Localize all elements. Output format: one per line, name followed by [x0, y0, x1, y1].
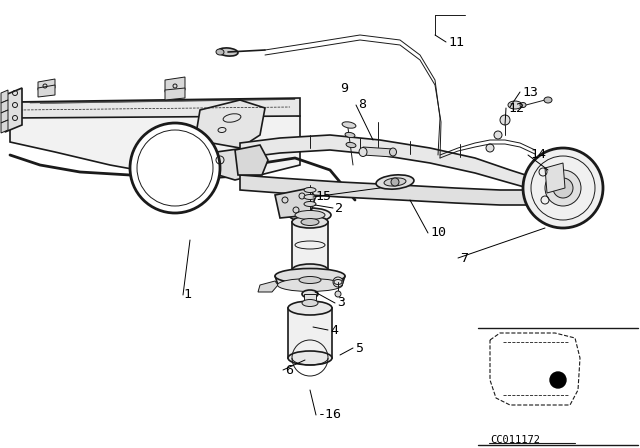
Circle shape — [486, 144, 494, 152]
Polygon shape — [304, 294, 316, 303]
Polygon shape — [10, 98, 300, 118]
Ellipse shape — [346, 142, 356, 147]
Polygon shape — [195, 148, 260, 180]
Circle shape — [333, 277, 343, 287]
Circle shape — [130, 123, 220, 213]
Polygon shape — [195, 100, 265, 148]
Ellipse shape — [292, 264, 328, 276]
Ellipse shape — [218, 48, 238, 56]
Text: 10: 10 — [430, 227, 446, 240]
Ellipse shape — [292, 216, 328, 228]
Circle shape — [494, 131, 502, 139]
Text: 8: 8 — [358, 99, 366, 112]
Text: 11: 11 — [448, 35, 464, 48]
Polygon shape — [235, 145, 268, 175]
Ellipse shape — [342, 122, 356, 128]
Polygon shape — [165, 88, 185, 100]
Polygon shape — [545, 163, 565, 193]
Ellipse shape — [275, 268, 345, 284]
Ellipse shape — [304, 188, 316, 193]
Ellipse shape — [544, 97, 552, 103]
Polygon shape — [292, 222, 328, 270]
Ellipse shape — [304, 194, 316, 199]
Circle shape — [553, 178, 573, 198]
Ellipse shape — [520, 103, 526, 108]
Polygon shape — [10, 104, 300, 178]
Text: CC011172: CC011172 — [490, 435, 540, 445]
Text: 6: 6 — [285, 363, 293, 376]
Polygon shape — [258, 281, 278, 292]
Polygon shape — [165, 77, 185, 92]
Ellipse shape — [295, 211, 325, 220]
Polygon shape — [38, 79, 55, 90]
Text: 1: 1 — [183, 289, 191, 302]
Ellipse shape — [216, 49, 224, 55]
Polygon shape — [1, 100, 8, 113]
Text: 13: 13 — [522, 86, 538, 99]
Circle shape — [523, 148, 603, 228]
Circle shape — [550, 372, 566, 388]
Text: 15: 15 — [315, 190, 331, 203]
Circle shape — [335, 291, 341, 297]
Text: 9: 9 — [340, 82, 348, 95]
Polygon shape — [1, 90, 8, 103]
Polygon shape — [535, 168, 572, 205]
Text: 2: 2 — [335, 202, 343, 215]
Polygon shape — [288, 308, 332, 358]
Ellipse shape — [288, 301, 332, 315]
Ellipse shape — [301, 219, 319, 225]
Text: 5: 5 — [355, 341, 363, 354]
Ellipse shape — [302, 290, 318, 298]
Circle shape — [545, 170, 581, 206]
Polygon shape — [1, 110, 8, 123]
Circle shape — [500, 115, 510, 125]
Text: 12: 12 — [508, 102, 524, 115]
Ellipse shape — [508, 101, 522, 109]
Polygon shape — [275, 276, 345, 285]
Ellipse shape — [288, 351, 332, 365]
Polygon shape — [240, 175, 535, 215]
Polygon shape — [363, 147, 393, 157]
Ellipse shape — [345, 133, 355, 138]
Polygon shape — [5, 88, 22, 132]
Ellipse shape — [384, 178, 406, 186]
Polygon shape — [275, 188, 315, 218]
Ellipse shape — [302, 300, 318, 306]
Text: 4: 4 — [330, 323, 338, 336]
Polygon shape — [1, 120, 8, 133]
Ellipse shape — [299, 276, 321, 284]
Polygon shape — [38, 85, 55, 97]
Ellipse shape — [376, 175, 414, 189]
Ellipse shape — [390, 148, 397, 156]
Text: 7: 7 — [460, 251, 468, 264]
Ellipse shape — [359, 147, 367, 156]
Text: -16: -16 — [318, 409, 342, 422]
Polygon shape — [240, 135, 535, 190]
Ellipse shape — [289, 208, 331, 222]
Ellipse shape — [278, 279, 342, 292]
Text: 3: 3 — [337, 297, 345, 310]
Ellipse shape — [304, 202, 316, 207]
Circle shape — [391, 178, 399, 186]
Text: 14: 14 — [530, 148, 546, 161]
